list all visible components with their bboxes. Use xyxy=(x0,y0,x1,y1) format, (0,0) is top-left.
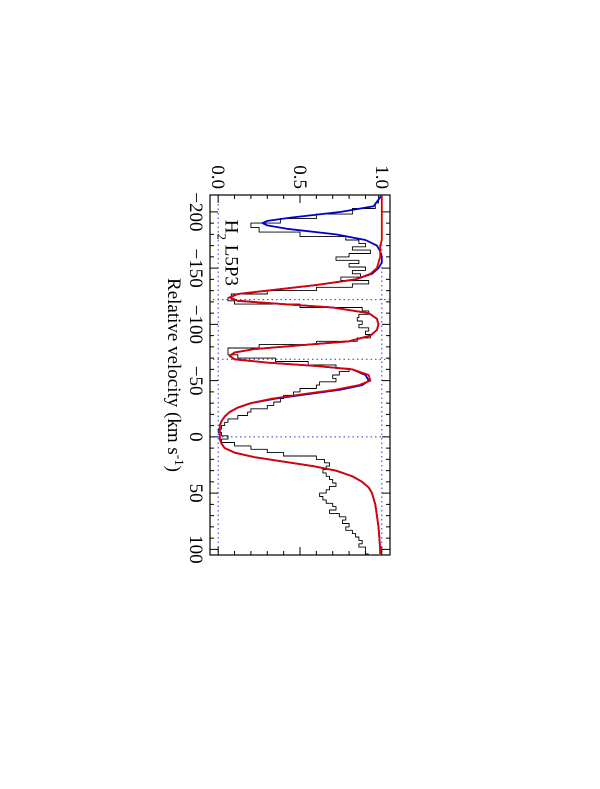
x-axis-title-main: Relative velocity (km s xyxy=(163,278,184,455)
velocity-tick-labels: −200 −150 −100 −50 0 50 100 xyxy=(185,192,206,563)
x-tick-label: −200 xyxy=(185,192,206,231)
x-tick-label: 100 xyxy=(185,535,206,564)
x-axis-title: Relative velocity (km s-1) xyxy=(163,278,188,472)
y-tick-label: 1.0 xyxy=(371,165,392,189)
x-tick-label: −100 xyxy=(185,305,206,344)
model-profile-blue xyxy=(218,194,383,554)
transition-name: L5P3 xyxy=(220,240,241,286)
x-axis-title-sup: -1 xyxy=(173,455,188,466)
axis-ticks xyxy=(210,195,390,555)
flux-tick-labels: 0.0 0.5 1.0 xyxy=(207,165,392,189)
transition-label: H2 L5P3 xyxy=(215,220,242,286)
x-tick-label: 50 xyxy=(185,484,206,503)
model-profile-red xyxy=(218,195,383,554)
observed-flux-histogram xyxy=(217,195,379,555)
x-axis-title-close: ) xyxy=(163,466,184,472)
y-tick-label: 0.0 xyxy=(207,165,228,189)
y-tick-label: 0.5 xyxy=(289,165,310,189)
rotated-plot-group: −200 −150 −100 −50 0 50 100 0.0 0.5 1.0 Relative… xyxy=(163,165,392,563)
x-tick-label: −150 xyxy=(185,249,206,288)
species-label: H xyxy=(220,220,241,234)
spectrum-series xyxy=(217,194,383,555)
species-subscript: 2 xyxy=(215,233,230,240)
x-tick-label: 0 xyxy=(185,432,206,442)
x-tick-label: −50 xyxy=(185,366,206,396)
